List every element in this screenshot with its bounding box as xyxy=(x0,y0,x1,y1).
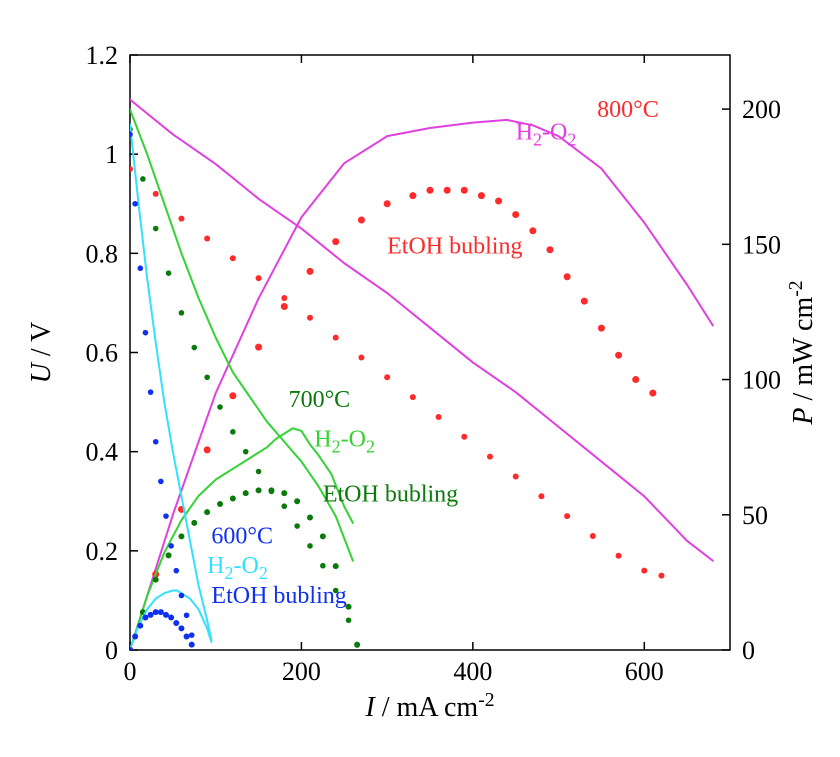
svg-text:100: 100 xyxy=(742,366,781,395)
svg-text:400: 400 xyxy=(453,657,492,686)
annotation-a700: 700°C xyxy=(289,387,351,413)
svg-text:1.2: 1.2 xyxy=(86,41,119,70)
annotation-a700h2: H2-O2 xyxy=(314,427,375,457)
fuelcell-iv-chart: 0 200 400 600 0 0.2 0.4 0.6 0.8 1 1.2 0 50 100 150 200 I… xyxy=(0,0,840,757)
y-left-axis-label: U / V xyxy=(26,322,57,384)
svg-text:200: 200 xyxy=(282,657,321,686)
svg-text:1: 1 xyxy=(105,140,118,169)
svg-text:0: 0 xyxy=(105,636,118,665)
svg-text:50: 50 xyxy=(742,501,768,530)
y-right-axis-label: P / mW cm-2 xyxy=(786,280,819,425)
svg-text:0.6: 0.6 xyxy=(86,339,119,368)
svg-text:200: 200 xyxy=(742,95,781,124)
svg-text:0: 0 xyxy=(742,636,755,665)
annotation-a700etoh: EtOH bubling xyxy=(323,481,458,507)
x-axis-label: I / mA cm-2 xyxy=(364,690,494,723)
svg-text:0.2: 0.2 xyxy=(86,537,119,566)
annotation-a600h2: H2-O2 xyxy=(207,553,268,583)
svg-text:150: 150 xyxy=(742,230,781,259)
chart-svg: 0 200 400 600 0 0.2 0.4 0.6 0.8 1 1.2 0 50 100 150 200 I… xyxy=(0,0,840,757)
svg-text:0.8: 0.8 xyxy=(86,239,119,268)
annotation-a600etoh: EtOH bubling xyxy=(211,583,346,609)
svg-text:0.4: 0.4 xyxy=(86,438,119,467)
annotation-a800etoh: EtOH bubling xyxy=(387,233,522,259)
svg-text:0: 0 xyxy=(124,657,137,686)
annotation-a600: 600°C xyxy=(211,523,273,549)
svg-text:600: 600 xyxy=(625,657,664,686)
annotation-a800h2: H2-O2 xyxy=(516,119,577,149)
annotation-a800: 800°C xyxy=(597,97,659,123)
